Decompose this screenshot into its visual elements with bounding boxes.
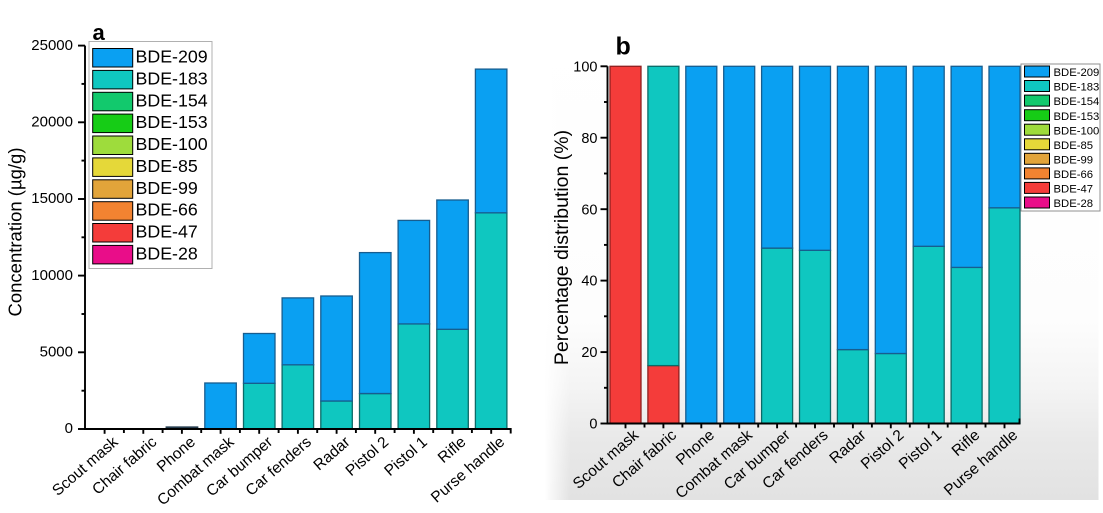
svg-text:BDE-85: BDE-85 (1054, 140, 1094, 152)
svg-text:BDE-154: BDE-154 (136, 90, 208, 110)
svg-text:5000: 5000 (40, 344, 73, 361)
svg-text:BDE-209: BDE-209 (136, 47, 208, 67)
svg-text:Percentage distribution (%): Percentage distribution (%) (551, 130, 573, 365)
svg-text:80: 80 (581, 131, 597, 147)
svg-text:100: 100 (573, 59, 597, 75)
svg-text:BDE-66: BDE-66 (136, 200, 198, 220)
svg-text:0: 0 (589, 417, 597, 433)
svg-text:BDE-153: BDE-153 (136, 112, 208, 132)
svg-text:BDE-99: BDE-99 (1054, 154, 1094, 166)
svg-text:40: 40 (581, 274, 597, 290)
svg-text:BDE-100: BDE-100 (136, 134, 208, 154)
svg-text:15000: 15000 (31, 190, 73, 207)
svg-text:b: b (616, 33, 631, 61)
svg-text:BDE-47: BDE-47 (136, 222, 198, 242)
svg-text:0: 0 (65, 420, 73, 437)
svg-text:BDE-153: BDE-153 (1054, 111, 1100, 123)
svg-text:BDE-209: BDE-209 (1054, 67, 1100, 79)
svg-text:BDE-183: BDE-183 (136, 68, 208, 88)
svg-text:10000: 10000 (31, 267, 73, 284)
svg-text:BDE-154: BDE-154 (1054, 96, 1100, 108)
svg-text:BDE-47: BDE-47 (1054, 184, 1094, 196)
svg-text:a: a (93, 20, 106, 45)
svg-text:25000: 25000 (31, 37, 73, 54)
svg-text:BDE-28: BDE-28 (136, 243, 198, 263)
svg-text:BDE-183: BDE-183 (1054, 82, 1100, 94)
svg-text:BDE-66: BDE-66 (1054, 169, 1094, 181)
svg-text:BDE-100: BDE-100 (1054, 125, 1100, 137)
svg-text:Concentration (µg/g): Concentration (µg/g) (5, 147, 26, 316)
svg-text:20: 20 (581, 345, 597, 361)
svg-text:BDE-99: BDE-99 (136, 178, 198, 198)
svg-text:BDE-28: BDE-28 (1054, 198, 1094, 210)
svg-text:60: 60 (581, 202, 597, 218)
svg-text:BDE-85: BDE-85 (136, 156, 198, 176)
svg-text:20000: 20000 (31, 114, 73, 131)
